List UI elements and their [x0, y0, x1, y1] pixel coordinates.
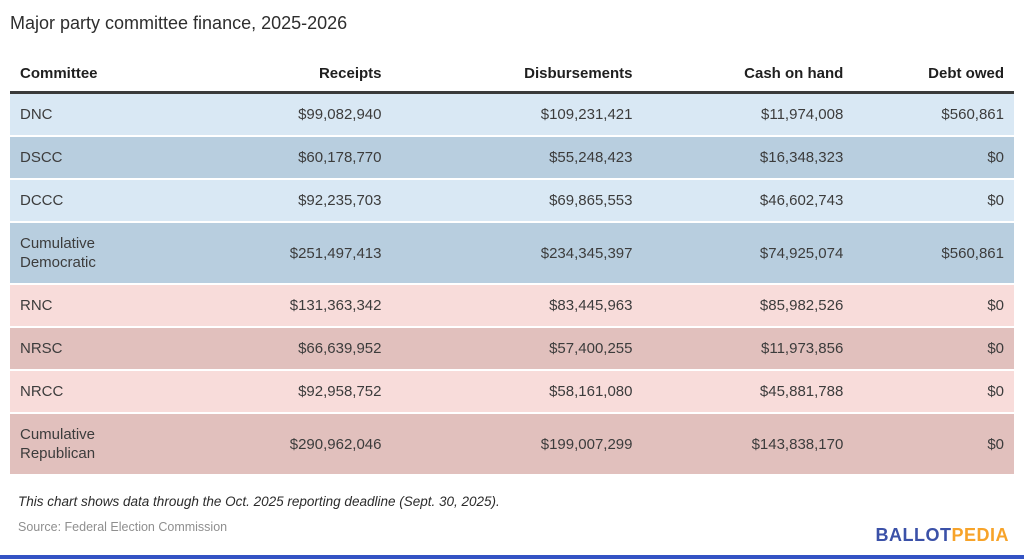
committee-label: NRSC: [20, 340, 63, 357]
cell-disbursements: $234,345,397: [391, 223, 643, 285]
page-title: Major party committee finance, 2025-2026: [10, 13, 348, 33]
cell-committee: NRCC: [10, 371, 272, 414]
cell-cash-on-hand: $45,881,788: [642, 371, 854, 414]
cell-debt-owed: $0: [853, 285, 1014, 328]
table-row: DNC $99,082,940 $109,231,421 $11,974,008 $56…: [10, 94, 1014, 137]
cell-disbursements: $57,400,255: [391, 328, 643, 371]
cell-committee: DNC: [10, 94, 272, 137]
cell-disbursements: $69,865,553: [391, 180, 643, 223]
cell-receipts: $290,962,046: [271, 414, 392, 476]
committee-label: Cumulative Republican: [20, 426, 96, 462]
finance-table: Committee Receipts Disbursements Cash on…: [10, 59, 1014, 476]
cell-cash-on-hand: $11,974,008: [642, 94, 854, 137]
cell-receipts: $92,235,703: [271, 180, 392, 223]
table-body: DNC $99,082,940 $109,231,421 $11,974,008 $56…: [10, 94, 1014, 476]
column-header-debt-owed: Debt owed: [853, 59, 1014, 94]
logo-text-pedia: PEDIA: [951, 525, 1009, 545]
table-row: Cumulative Republican $290,962,046 $199,00…: [10, 414, 1014, 476]
cell-committee: Cumulative Democratic: [10, 223, 272, 285]
table-row: DCCC $92,235,703 $69,865,553 $46,602,743 $0: [10, 180, 1014, 223]
bottom-accent-bar: [0, 555, 1024, 559]
committee-label: Cumulative Democratic: [20, 235, 96, 271]
cell-disbursements: $199,007,299: [391, 414, 643, 476]
cell-debt-owed: $0: [853, 180, 1014, 223]
cell-cash-on-hand: $74,925,074: [642, 223, 854, 285]
logo-text-ballot: BALLOT: [875, 525, 952, 545]
column-header-receipts: Receipts: [271, 59, 392, 94]
committee-label: DSCC: [20, 149, 63, 166]
table-row: Cumulative Democratic $251,497,413 $234,34…: [10, 223, 1014, 285]
cell-debt-owed: $0: [853, 328, 1014, 371]
cell-committee: NRSC: [10, 328, 272, 371]
committee-label: DNC: [20, 106, 53, 123]
table-header-row: Committee Receipts Disbursements Cash on…: [10, 59, 1014, 94]
cell-cash-on-hand: $85,982,526: [642, 285, 854, 328]
committee-label: RNC: [20, 297, 53, 314]
cell-receipts: $66,639,952: [271, 328, 392, 371]
cell-debt-owed: $0: [853, 137, 1014, 180]
source-note: Source: Federal Election Commission: [18, 520, 228, 534]
footnote: This chart shows data through the Oct. 2…: [18, 494, 500, 509]
cell-debt-owed: $0: [853, 371, 1014, 414]
cell-cash-on-hand: $11,973,856: [642, 328, 854, 371]
cell-receipts: $251,497,413: [271, 223, 392, 285]
cell-disbursements: $83,445,963: [391, 285, 643, 328]
committee-label: NRCC: [20, 383, 64, 400]
cell-receipts: $99,082,940: [271, 94, 392, 137]
table-row: NRCC $92,958,752 $58,161,080 $45,881,788 $0: [10, 371, 1014, 414]
cell-receipts: $92,958,752: [271, 371, 392, 414]
column-header-committee: Committee: [10, 59, 272, 94]
cell-cash-on-hand: $46,602,743: [642, 180, 854, 223]
cell-debt-owed: $560,861: [853, 223, 1014, 285]
cell-cash-on-hand: $16,348,323: [642, 137, 854, 180]
table-row: DSCC $60,178,770 $55,248,423 $16,348,323 $0: [10, 137, 1014, 180]
column-header-cash-on-hand: Cash on hand: [642, 59, 854, 94]
cell-debt-owed: $0: [853, 414, 1014, 476]
cell-committee: DSCC: [10, 137, 272, 180]
cell-disbursements: $55,248,423: [391, 137, 643, 180]
cell-committee: RNC: [10, 285, 272, 328]
table-row: RNC $131,363,342 $83,445,963 $85,982,526 $0: [10, 285, 1014, 328]
cell-cash-on-hand: $143,838,170: [642, 414, 854, 476]
cell-committee: DCCC: [10, 180, 272, 223]
committee-label: DCCC: [20, 192, 64, 209]
cell-disbursements: $109,231,421: [391, 94, 643, 137]
ballotpedia-logo[interactable]: BALLOTPEDIA: [876, 525, 1010, 546]
column-header-disbursements: Disbursements: [391, 59, 643, 94]
cell-receipts: $131,363,342: [271, 285, 392, 328]
cell-disbursements: $58,161,080: [391, 371, 643, 414]
cell-debt-owed: $560,861: [853, 94, 1014, 137]
cell-committee: Cumulative Republican: [10, 414, 272, 476]
cell-receipts: $60,178,770: [271, 137, 392, 180]
table-row: NRSC $66,639,952 $57,400,255 $11,973,856 $0: [10, 328, 1014, 371]
